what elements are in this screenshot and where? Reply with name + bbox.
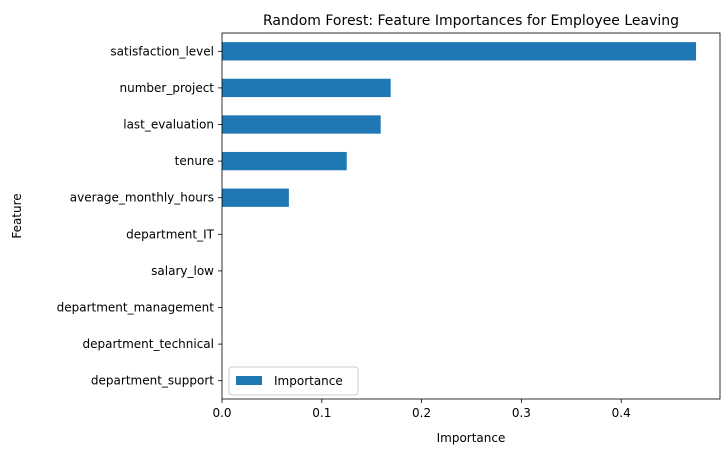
x-tick-label: 0.4 bbox=[612, 406, 631, 420]
legend-swatch bbox=[236, 376, 262, 385]
y-tick-label: department_management bbox=[57, 301, 215, 315]
bar-satisfaction-level bbox=[222, 42, 697, 61]
bar-last-evaluation bbox=[222, 115, 381, 134]
x-tick-label: 0.0 bbox=[212, 406, 231, 420]
x-tick-label: 0.1 bbox=[312, 406, 331, 420]
bar-tenure bbox=[222, 151, 347, 171]
legend-label: Importance bbox=[274, 374, 343, 388]
legend: Importance bbox=[228, 366, 359, 396]
y-tick-label: last_evaluation bbox=[123, 118, 214, 132]
bars-group bbox=[222, 42, 697, 207]
y-tick-label: tenure bbox=[175, 154, 214, 168]
plot-area-frame bbox=[221, 32, 721, 400]
y-tick-labels: satisfaction_level number_project last_eva… bbox=[57, 44, 222, 388]
y-axis-label: Feature bbox=[10, 193, 24, 238]
chart-title: Random Forest: Feature Importances for E… bbox=[263, 13, 679, 29]
x-tick-label: 0.2 bbox=[412, 406, 431, 420]
bar-number-project bbox=[222, 78, 391, 98]
legend-box bbox=[228, 366, 359, 396]
y-tick-label: department_support bbox=[91, 374, 214, 388]
y-tick-label: department_IT bbox=[126, 227, 215, 241]
y-tick-label: department_technical bbox=[82, 337, 214, 351]
bar-average-monthly-hours bbox=[222, 188, 289, 207]
y-tick-label: salary_low bbox=[151, 264, 214, 278]
x-tick-label: 0.3 bbox=[512, 406, 531, 420]
y-tick-label: average_monthly_hours bbox=[70, 191, 214, 205]
y-tick-label: number_project bbox=[120, 81, 215, 95]
x-ticks: 0.0 0.1 0.2 0.3 0.4 bbox=[212, 399, 631, 420]
y-tick-label: satisfaction_level bbox=[110, 44, 214, 58]
x-axis-label: Importance bbox=[437, 431, 506, 445]
